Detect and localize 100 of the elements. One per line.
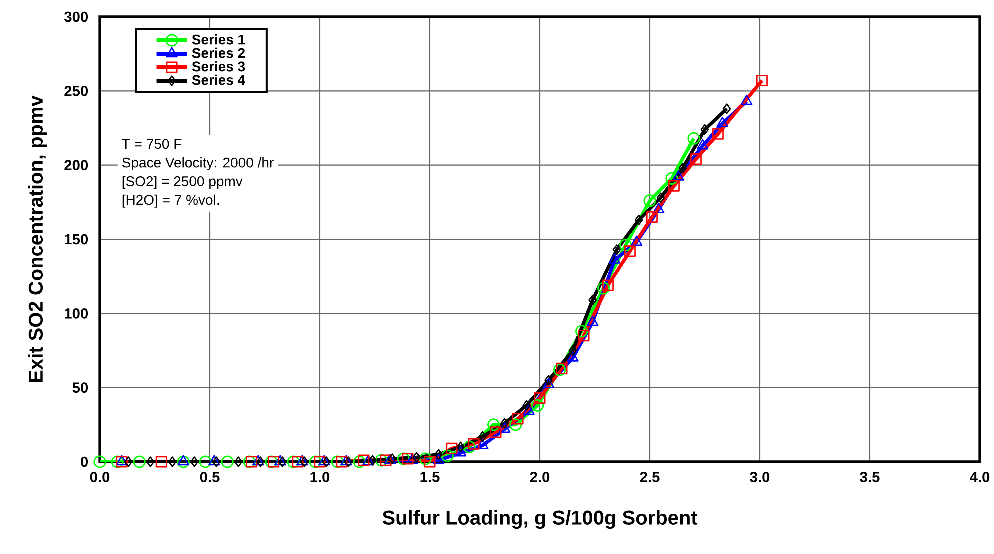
y-tick-label: 200	[64, 160, 88, 171]
point	[666, 172, 678, 185]
point	[456, 442, 465, 452]
x-tick-label: 4.0	[970, 472, 990, 482]
point	[690, 154, 702, 166]
point	[568, 345, 578, 356]
point	[362, 455, 374, 466]
point	[234, 456, 243, 468]
point	[668, 180, 680, 192]
point	[620, 239, 632, 252]
point	[322, 456, 331, 468]
point	[265, 456, 278, 468]
point	[388, 454, 397, 464]
x-tick-label: 2.5	[640, 472, 660, 482]
point	[419, 452, 432, 466]
point	[124, 456, 133, 468]
legend-label: Series 4	[192, 74, 246, 86]
point	[630, 236, 643, 246]
point	[111, 456, 124, 468]
annotation: [H2O] = 7 %vol.	[122, 194, 220, 208]
point	[722, 104, 732, 114]
point	[468, 438, 480, 450]
point	[612, 244, 622, 256]
point	[532, 399, 544, 412]
point	[634, 214, 644, 226]
point	[375, 454, 388, 467]
point	[688, 132, 700, 145]
point	[300, 456, 309, 468]
point	[274, 455, 286, 466]
point	[554, 364, 566, 376]
x-tick-label: 3.5	[860, 472, 880, 482]
point	[268, 456, 280, 468]
point	[576, 325, 588, 338]
point	[177, 456, 190, 468]
point	[656, 192, 666, 204]
point	[221, 456, 234, 468]
point	[309, 456, 322, 468]
point	[212, 456, 221, 468]
x-tick-label: 1.5	[420, 472, 440, 482]
point	[318, 455, 330, 466]
point	[243, 456, 256, 468]
point	[498, 422, 511, 434]
x-tick-label: 1.0	[310, 472, 330, 482]
point	[199, 456, 212, 468]
point	[446, 442, 458, 454]
annotation: Space Velocity: 2000 /hr	[122, 157, 274, 171]
x-tick-label: 0.0	[90, 472, 110, 482]
point	[397, 452, 410, 466]
legend-label: Series 1	[192, 34, 246, 45]
point	[331, 456, 344, 468]
point	[700, 124, 710, 136]
point	[544, 375, 553, 386]
point	[340, 455, 352, 466]
y-tick-label: 0	[81, 456, 88, 468]
annotation: T = 750 F	[122, 139, 182, 150]
point	[402, 453, 414, 465]
point	[146, 456, 155, 468]
point	[178, 455, 190, 466]
point	[292, 456, 304, 468]
y-tick-label: 50	[72, 382, 88, 394]
point	[296, 455, 308, 466]
point	[168, 456, 177, 468]
point	[608, 254, 621, 264]
x-tick-label: 0.5	[200, 472, 220, 482]
y-tick-label: 250	[64, 86, 88, 96]
point	[696, 139, 709, 150]
y-tick-label: 150	[65, 234, 88, 245]
y-tick-label: 300	[64, 12, 88, 22]
point	[598, 282, 610, 295]
point	[353, 456, 366, 468]
point	[358, 454, 370, 466]
point	[287, 456, 300, 468]
legend-label: Series 3	[192, 61, 246, 72]
point	[756, 75, 768, 87]
point	[522, 400, 531, 411]
point	[463, 440, 476, 454]
point	[672, 170, 684, 181]
point	[246, 456, 258, 468]
point	[434, 449, 443, 460]
x-tick-label: 2.0	[530, 472, 550, 482]
point	[278, 456, 287, 468]
point	[384, 454, 396, 464]
point	[712, 128, 724, 140]
point	[510, 418, 522, 432]
point	[644, 194, 656, 208]
point	[534, 392, 546, 404]
point	[380, 454, 392, 466]
point	[740, 94, 753, 106]
point	[432, 454, 445, 464]
point	[406, 454, 418, 464]
point	[556, 362, 568, 374]
point	[344, 456, 353, 468]
point	[133, 456, 146, 468]
point	[652, 203, 665, 214]
point	[490, 426, 502, 438]
point	[156, 456, 168, 468]
point	[716, 117, 728, 128]
point	[454, 446, 467, 457]
point	[424, 456, 436, 468]
legend-label: Series 2	[192, 48, 245, 58]
